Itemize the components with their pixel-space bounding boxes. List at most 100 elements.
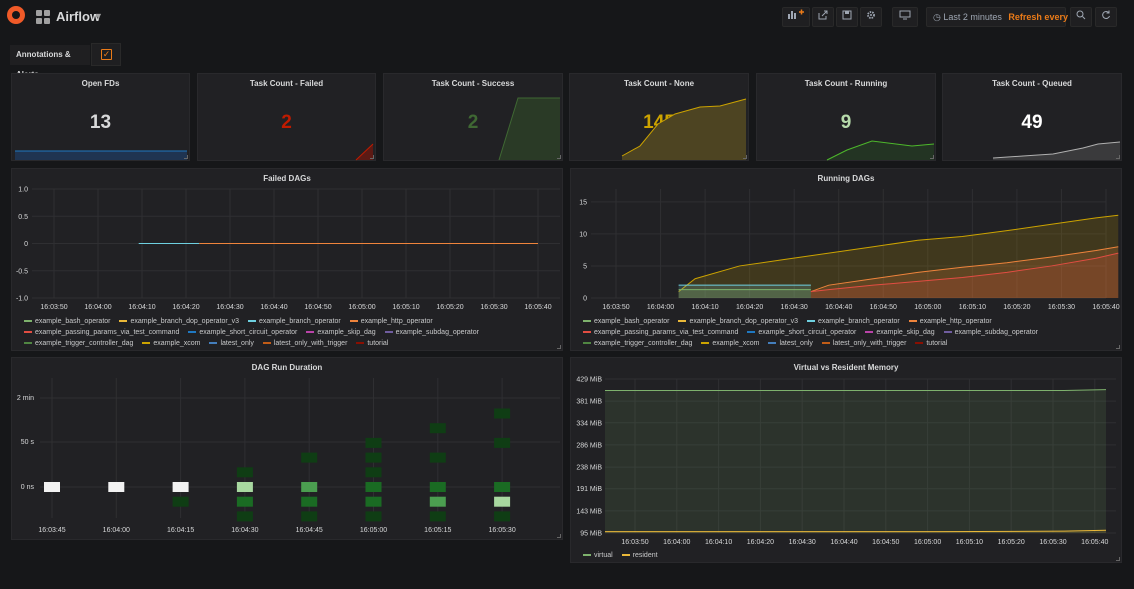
resize-handle[interactable] bbox=[370, 155, 374, 159]
x-tick-label: 16:05:10 bbox=[392, 304, 419, 311]
grafana-logo-icon[interactable] bbox=[7, 6, 25, 24]
chevron-down-icon[interactable]: ▼ bbox=[94, 11, 103, 21]
legend-item[interactable]: example_branch_dop_operator_v3 bbox=[678, 318, 798, 325]
legend-item[interactable]: example_bash_operator bbox=[583, 318, 670, 325]
resize-handle[interactable] bbox=[557, 155, 561, 159]
legend-item[interactable]: example_trigger_controller_dag bbox=[24, 340, 133, 347]
x-tick-label: 16:05:20 bbox=[436, 304, 463, 311]
legend-item[interactable]: example_xcom bbox=[701, 340, 759, 347]
annotations-toggle[interactable]: ✓ bbox=[91, 43, 121, 66]
legend-item[interactable]: example_short_circuit_operator bbox=[747, 329, 856, 336]
stat-panel-task-queued[interactable]: Task Count - Queued 49 bbox=[942, 73, 1122, 161]
x-tick-label: 16:05:00 bbox=[360, 527, 387, 534]
y-tick-label: -1.0 bbox=[16, 296, 28, 303]
legend-item[interactable]: example_subdag_operator bbox=[943, 329, 1038, 336]
legend-swatch bbox=[908, 320, 917, 323]
stat-panel-task-running[interactable]: Task Count - Running 9 bbox=[756, 73, 936, 161]
legend-swatch bbox=[306, 331, 315, 334]
legend-item[interactable]: virtual bbox=[583, 552, 613, 559]
dashboards-grid-icon[interactable] bbox=[36, 10, 50, 24]
panel-failed-dags[interactable]: Failed DAGs 16:03:50 16:04:00 16:04:10 16:0… bbox=[11, 168, 563, 351]
y-tick-label: 10 bbox=[579, 231, 587, 238]
save-button[interactable] bbox=[836, 7, 858, 27]
legend-item[interactable]: tutorial bbox=[915, 340, 947, 347]
legend-item[interactable]: latest_only_with_trigger bbox=[262, 340, 348, 347]
legend-item[interactable]: example_http_operator bbox=[908, 318, 992, 325]
legend-label: example_subdag_operator bbox=[954, 329, 1038, 336]
legend-swatch bbox=[583, 320, 591, 323]
panel-title: Task Count - Success bbox=[431, 79, 515, 88]
stat-panel-task-none[interactable]: Task Count - None 145 bbox=[569, 73, 749, 161]
legend-item[interactable]: example_branch_dop_operator_v3 bbox=[119, 318, 239, 325]
legend-item[interactable]: resident bbox=[621, 552, 658, 559]
legend-swatch bbox=[119, 320, 128, 323]
heatmap-cell bbox=[236, 467, 253, 478]
legend-item[interactable]: example_trigger_controller_dag bbox=[583, 340, 692, 347]
panel-memory[interactable]: Virtual vs Resident Memory 16:03:50 16:04… bbox=[570, 357, 1122, 563]
series-area bbox=[678, 215, 1119, 298]
legend-label: example_http_operator bbox=[919, 318, 992, 325]
x-tick-label: 16:04:45 bbox=[296, 527, 323, 534]
resize-handle[interactable] bbox=[557, 345, 561, 349]
resize-handle[interactable] bbox=[1116, 345, 1120, 349]
x-tick-label: 16:04:20 bbox=[172, 304, 199, 311]
add-panel-button[interactable] bbox=[782, 7, 810, 27]
resize-handle[interactable] bbox=[184, 155, 188, 159]
x-tick-label: 16:04:30 bbox=[789, 539, 816, 546]
legend-item[interactable]: example_branch_operator bbox=[807, 318, 900, 325]
settings-button[interactable] bbox=[860, 7, 882, 27]
y-tick-label: 2 min bbox=[17, 395, 34, 402]
panel-title: Failed DAGs bbox=[263, 174, 311, 183]
legend-item[interactable]: example_subdag_operator bbox=[384, 329, 479, 336]
legend-item[interactable]: example_skip_dag bbox=[306, 329, 376, 336]
legend-item[interactable]: latest_only bbox=[768, 340, 813, 347]
stat-panel-open-fds[interactable]: Open FDs 13 bbox=[11, 73, 190, 161]
legend-item[interactable]: example_xcom bbox=[142, 340, 200, 347]
resize-handle[interactable] bbox=[930, 155, 934, 159]
resize-handle[interactable] bbox=[743, 155, 747, 159]
zoom-out-button[interactable] bbox=[1070, 7, 1092, 27]
resize-handle[interactable] bbox=[1116, 155, 1120, 159]
legend-label: tutorial bbox=[926, 340, 948, 347]
resize-handle[interactable] bbox=[1116, 557, 1120, 561]
stat-value: 9 bbox=[840, 112, 852, 133]
legend-item[interactable]: example_short_circuit_operator bbox=[188, 329, 297, 336]
y-tick-label: 15 bbox=[579, 199, 587, 206]
dashboard-title[interactable]: Airflow bbox=[56, 9, 101, 24]
series-line bbox=[678, 214, 1119, 292]
legend-item[interactable]: latest_only bbox=[209, 340, 254, 347]
tv-mode-button[interactable] bbox=[892, 7, 918, 27]
legend-item[interactable]: example_http_operator bbox=[349, 318, 433, 325]
legend-item[interactable]: tutorial bbox=[356, 340, 388, 347]
legend-swatch bbox=[807, 320, 815, 323]
x-tick-label: 16:04:00 bbox=[103, 527, 130, 534]
time-picker[interactable]: ◷ Last 2 minutes Refresh every 5m bbox=[926, 7, 1083, 27]
stat-panel-task-success[interactable]: Task Count - Success 2 bbox=[383, 73, 563, 161]
refresh-button[interactable] bbox=[1095, 7, 1117, 27]
legend-item[interactable]: example_branch_operator bbox=[248, 318, 341, 325]
legend-label: latest_only bbox=[220, 340, 254, 347]
legend-swatch bbox=[701, 342, 710, 345]
x-tick-label: 16:05:40 bbox=[524, 304, 551, 311]
legend-item[interactable]: example_skip_dag bbox=[865, 329, 935, 336]
share-button[interactable] bbox=[812, 7, 834, 27]
series-line bbox=[605, 389, 1107, 392]
legend-item[interactable]: latest_only_with_trigger bbox=[821, 340, 906, 347]
series-area bbox=[678, 289, 811, 298]
legend-item[interactable]: example_passing_params_via_test_command bbox=[583, 329, 738, 336]
legend-label: example_subdag_operator bbox=[395, 329, 479, 336]
series-area bbox=[810, 253, 1119, 298]
legend-swatch bbox=[24, 342, 32, 345]
x-tick-label: 16:04:00 bbox=[647, 304, 674, 311]
panel-running-dags[interactable]: Running DAGs 16:03:50 16:04:00 16:04:10 16:… bbox=[570, 168, 1122, 351]
stat-panel-task-failed[interactable]: Task Count - Failed 2 bbox=[197, 73, 376, 161]
resize-handle[interactable] bbox=[557, 534, 561, 538]
x-tick-label: 16:05:00 bbox=[914, 304, 941, 311]
legend-label: latest_only_with_trigger bbox=[273, 340, 348, 347]
legend-item[interactable]: example_passing_params_via_test_command bbox=[24, 329, 179, 336]
panel-dag-run-duration[interactable]: DAG Run Duration 16:03:45 16:04:00 16:04:1… bbox=[11, 357, 563, 540]
heatmap-cell bbox=[494, 511, 511, 522]
legend-swatch bbox=[356, 342, 365, 345]
gear-icon bbox=[867, 11, 875, 19]
legend-item[interactable]: example_bash_operator bbox=[24, 318, 111, 325]
